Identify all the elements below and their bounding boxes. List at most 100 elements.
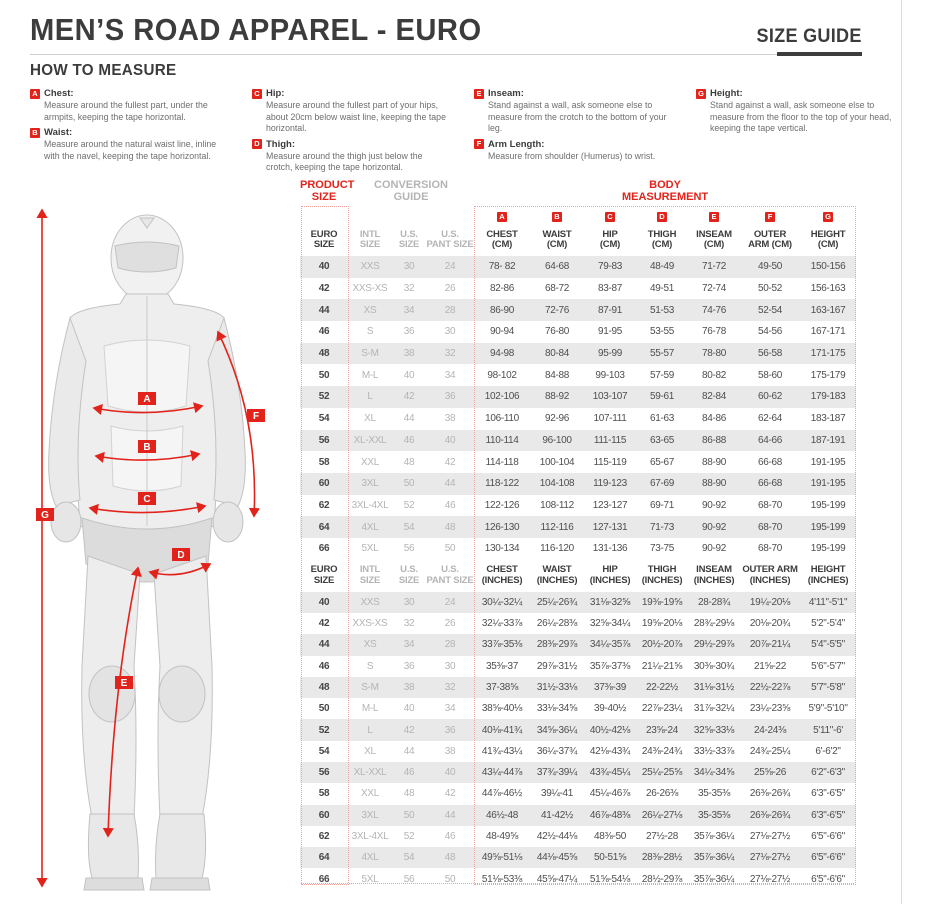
size-cell: 33⅞-35⅜ bbox=[474, 634, 530, 656]
size-cell: 44⅞-46½ bbox=[481, 788, 523, 800]
size-cell: 45¼-46⅞ bbox=[589, 788, 631, 800]
size-cell: 28 bbox=[426, 634, 474, 656]
size-cell: 195-199 bbox=[800, 516, 857, 538]
size-cell: 42 bbox=[318, 618, 330, 630]
size-cell: 48⅜-50 bbox=[593, 831, 627, 843]
size-cell: 116-120 bbox=[540, 543, 574, 555]
size-cell: XS bbox=[348, 634, 392, 656]
size-cell: 44 bbox=[403, 745, 415, 757]
size-cell: 56-58 bbox=[740, 342, 800, 365]
size-row: 48 S-M 38 32 94-98 80-84 95-99 55-57 78-80 56-58 1… bbox=[300, 342, 857, 365]
size-cell: 78- 82 bbox=[474, 256, 530, 278]
column-letter-badge: G bbox=[800, 206, 856, 224]
svg-text:G: G bbox=[41, 510, 49, 521]
size-cell: 46 bbox=[444, 499, 456, 511]
size-cell: 23¼-23⅝ bbox=[749, 703, 791, 715]
size-row: 46 S 36 30 90-94 76-80 91-95 53-55 76-78 54-56 167… bbox=[300, 321, 856, 343]
size-guide-underline bbox=[777, 52, 862, 56]
size-cell: 50 bbox=[318, 369, 330, 381]
size-cell: 36 bbox=[426, 386, 474, 408]
size-cell: 38⅝-40⅛ bbox=[481, 703, 523, 715]
size-cell: 82-86 bbox=[489, 283, 515, 295]
letter-badge: G bbox=[696, 88, 706, 99]
size-cell: 122-126 bbox=[484, 499, 520, 511]
size-cell: 34¼-34⅝ bbox=[688, 762, 740, 784]
size-cell: 24-24⅜ bbox=[740, 719, 800, 741]
measure-name: Inseam: bbox=[488, 88, 524, 99]
measure-item-e: E Inseam: Stand against a wall, ask someon… bbox=[474, 88, 678, 135]
size-cell: 96-100 bbox=[530, 429, 584, 452]
size-cell: 76-78 bbox=[701, 326, 727, 338]
size-cell: L bbox=[348, 386, 392, 408]
size-cell: 73-75 bbox=[649, 543, 675, 555]
figure-label-inseam: E bbox=[115, 676, 133, 689]
column-header: OUTER ARM (CM) bbox=[748, 228, 792, 250]
size-cell: 56 bbox=[300, 429, 348, 452]
size-cell: 123-127 bbox=[592, 499, 628, 511]
measure-column: A Chest: Measure around the fullest part, … bbox=[30, 88, 252, 178]
size-cell: 29½-29⅞ bbox=[688, 634, 740, 656]
letter-badge: F bbox=[474, 139, 484, 149]
column-header: INTL SIZE bbox=[359, 228, 381, 250]
size-cell: 64 bbox=[300, 847, 348, 869]
size-cell: 41-42½ bbox=[530, 804, 584, 826]
size-cell: 36 bbox=[426, 719, 474, 741]
size-cell: 5'9"-5'10" bbox=[808, 703, 848, 715]
size-cell: 64-66 bbox=[740, 429, 800, 452]
size-cell: 28½-29⅞ bbox=[641, 873, 683, 885]
size-cell: 50 bbox=[392, 472, 426, 495]
measure-name: Hip: bbox=[266, 88, 285, 99]
size-cell: 30¼-32¼ bbox=[474, 591, 530, 613]
header-divider bbox=[30, 54, 862, 55]
size-cell: 6'2"-6'3" bbox=[800, 762, 857, 784]
size-cell: 55-57 bbox=[636, 342, 688, 365]
size-cell: 5'6"-5'7" bbox=[811, 660, 845, 672]
size-cell: 23⅝-24 bbox=[636, 719, 688, 741]
cm-header-row: EURO SIZE INTL SIZE U.S. SIZE U.S. PANT SIZ… bbox=[300, 224, 856, 256]
size-cell: 64 bbox=[300, 516, 348, 538]
size-cell: 25⅝-26 bbox=[740, 762, 800, 784]
size-cell: 57-59 bbox=[649, 369, 675, 381]
measure-name: Arm Length: bbox=[488, 138, 545, 150]
size-cell: 3XL-4XL bbox=[351, 499, 389, 511]
size-row: 60 3XL 50 44 46½-48 41-42½ 46⅞-48⅜ 26¼-27⅛ 35-35… bbox=[300, 804, 857, 826]
svg-text:B: B bbox=[143, 442, 150, 453]
size-cell: 56 bbox=[403, 543, 415, 555]
size-cell: XL-XXL bbox=[348, 762, 392, 784]
size-cell: 90-92 bbox=[701, 499, 727, 511]
size-cell: 58 bbox=[318, 788, 330, 800]
size-row: 56 XL-XXL 46 40 43¼-44⅞ 37¾-39¼ 43¾-45¼ 25¼-25⅝… bbox=[300, 762, 857, 784]
size-cell: 50 bbox=[318, 703, 330, 715]
size-cell: 46 bbox=[392, 762, 426, 784]
column-header: WAIST (INCHES) bbox=[530, 559, 584, 592]
size-cell: 28⅜-28½ bbox=[636, 847, 688, 869]
size-cell: 42 bbox=[318, 283, 330, 295]
size-row: 44 XS 34 28 86-90 72-76 87-91 51-53 74-76 52-54 16… bbox=[300, 299, 857, 322]
letter-badge: C bbox=[252, 88, 262, 99]
size-cell: 36 bbox=[403, 326, 415, 338]
size-table-grid: PRODUCT SIZE CONVERSION GUIDE BODY MEASU… bbox=[300, 176, 857, 890]
size-guide-label: SIZE GUIDE bbox=[756, 26, 862, 47]
size-cell: 37-38⅝ bbox=[474, 676, 530, 699]
size-cell: 78-80 bbox=[688, 342, 740, 365]
column-header: CHEST (INCHES) bbox=[474, 559, 530, 592]
size-cell: 69-71 bbox=[649, 499, 675, 511]
size-cell: 52 bbox=[300, 719, 348, 741]
size-row: 66 5XL 56 50 51⅛-53⅜ 45⅝-47¼ 51⅝-54⅛ 28½-29⅞ 35⅞… bbox=[300, 868, 856, 889]
size-cell: 6'5"-6'6" bbox=[811, 873, 845, 885]
size-cell: 5'2"-5'4" bbox=[811, 618, 845, 630]
size-cell: 50 bbox=[392, 804, 426, 826]
size-row: 50 M-L 40 34 98-102 84-88 99-103 57-59 80-82 58-6… bbox=[300, 364, 856, 386]
size-table: PRODUCT SIZE CONVERSION GUIDE BODY MEASU… bbox=[300, 176, 857, 890]
size-cell: 40 bbox=[403, 369, 415, 381]
size-cell: 88-90 bbox=[688, 472, 740, 495]
size-cell: 68-70 bbox=[757, 499, 783, 511]
size-cell: 91-95 bbox=[597, 326, 623, 338]
size-cell: 21⅝-22 bbox=[753, 660, 787, 672]
size-cell: 60-62 bbox=[740, 386, 800, 408]
size-cell: 95-99 bbox=[584, 342, 636, 365]
size-cell: 34 bbox=[444, 703, 456, 715]
size-cell: 48 bbox=[426, 516, 474, 538]
figure-label-hip: C bbox=[138, 492, 156, 505]
